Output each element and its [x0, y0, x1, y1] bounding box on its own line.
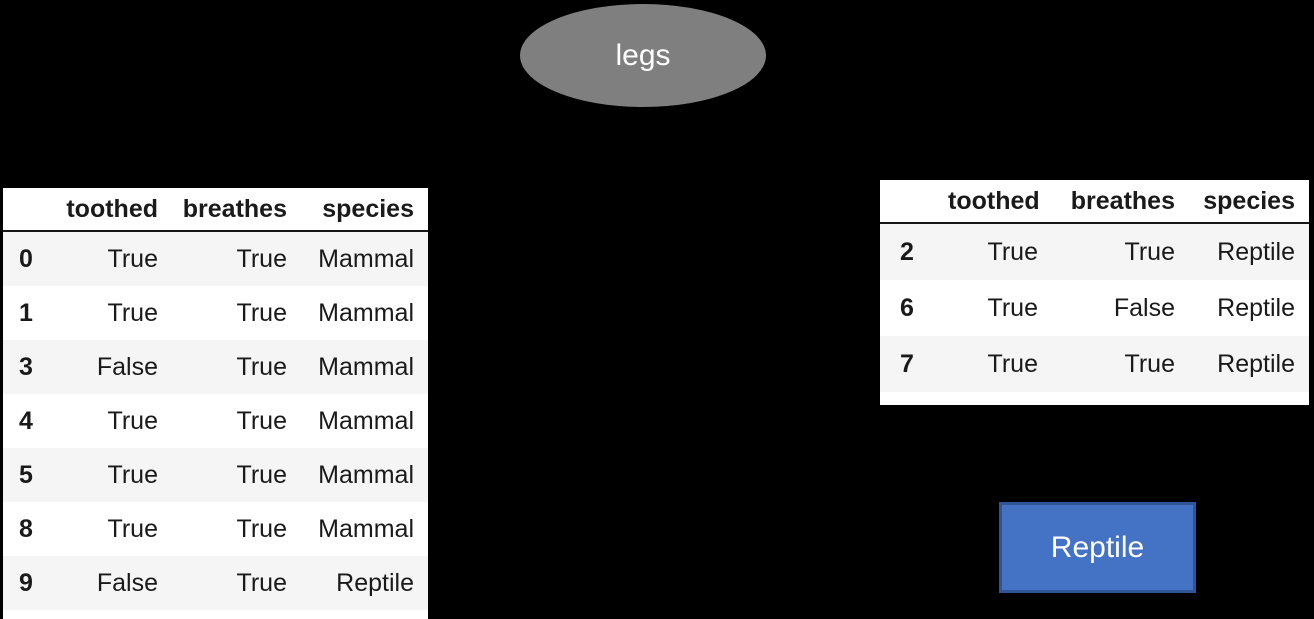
- table-row: 4 True True Mammal: [3, 394, 428, 448]
- left-split-table: toothed breathes species 0 True True Mammal 1 Tr…: [3, 188, 428, 619]
- table-cell: True: [987, 293, 1038, 322]
- table-cell: Mammal: [318, 406, 414, 435]
- column-header: breathes: [1052, 180, 1189, 224]
- table-row: 6 True False Reptile: [880, 280, 1309, 336]
- table-cell: True: [236, 244, 287, 273]
- right-data-table: toothed breathes species 2 True True Reptile 6 T…: [880, 180, 1309, 392]
- column-header: species: [301, 188, 428, 232]
- table-cell: False: [1113, 293, 1175, 322]
- row-index: 4: [19, 406, 33, 435]
- column-header: toothed: [942, 180, 1052, 224]
- table-cell: True: [236, 514, 287, 543]
- table-cell: Mammal: [318, 298, 414, 327]
- table-row: 9 False True Reptile: [3, 556, 428, 610]
- table-cell: Mammal: [318, 460, 414, 489]
- index-corner-cell: [880, 180, 942, 224]
- table-row: 0 True True Mammal: [3, 231, 428, 286]
- table-cell: True: [1124, 349, 1175, 378]
- table-cell: Mammal: [318, 244, 414, 273]
- column-header: breathes: [172, 188, 301, 232]
- table-row: 1 True True Mammal: [3, 286, 428, 340]
- table-cell: True: [987, 349, 1038, 378]
- row-index: 0: [19, 244, 33, 273]
- root-node-label: legs: [615, 38, 671, 72]
- table-cell: True: [107, 460, 158, 489]
- table-cell: True: [236, 298, 287, 327]
- leaf-node-reptile: Reptile: [999, 502, 1196, 593]
- table-row: 8 True True Mammal: [3, 502, 428, 556]
- table-cell: Reptile: [336, 568, 414, 597]
- table-cell: True: [987, 237, 1038, 266]
- row-index: 5: [19, 460, 33, 489]
- table-cell: True: [107, 244, 158, 273]
- index-corner-cell: [3, 188, 59, 232]
- left-data-table: toothed breathes species 0 True True Mammal 1 Tr…: [3, 188, 428, 610]
- table-cell: Mammal: [318, 352, 414, 381]
- table-cell: True: [1124, 237, 1175, 266]
- row-index: 1: [19, 298, 33, 327]
- row-index: 7: [900, 349, 914, 378]
- table-cell: True: [236, 568, 287, 597]
- column-header: toothed: [59, 188, 172, 232]
- row-index: 8: [19, 514, 33, 543]
- table-cell: Reptile: [1217, 237, 1295, 266]
- table-row: 7 True True Reptile: [880, 336, 1309, 392]
- table-cell: Reptile: [1217, 293, 1295, 322]
- row-index: 9: [19, 568, 33, 597]
- right-split-table: toothed breathes species 2 True True Reptile 6 T…: [880, 180, 1309, 405]
- table-cell: True: [236, 352, 287, 381]
- table-cell: False: [96, 568, 158, 597]
- table-cell: True: [107, 514, 158, 543]
- table-cell: True: [236, 460, 287, 489]
- column-header: species: [1189, 180, 1309, 224]
- table-row: 5 True True Mammal: [3, 448, 428, 502]
- leaf-node-label: Reptile: [1050, 530, 1145, 564]
- row-index: 3: [19, 352, 33, 381]
- table-cell: True: [236, 406, 287, 435]
- table-cell: Reptile: [1217, 349, 1295, 378]
- row-index: 6: [900, 293, 914, 322]
- row-index: 2: [900, 237, 914, 266]
- root-node-legs: legs: [520, 4, 766, 107]
- table-row: 2 True True Reptile: [880, 223, 1309, 280]
- table-cell: True: [107, 298, 158, 327]
- table-cell: Mammal: [318, 514, 414, 543]
- table-cell: False: [96, 352, 158, 381]
- table-row: 3 False True Mammal: [3, 340, 428, 394]
- table-cell: True: [107, 406, 158, 435]
